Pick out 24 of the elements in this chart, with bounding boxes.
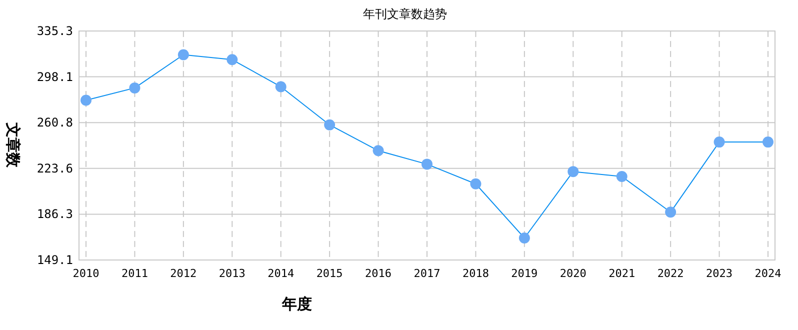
y-axis-title: 文章数 <box>4 122 22 168</box>
x-tick-label: 2012 <box>170 267 197 280</box>
x-tick-label: 2018 <box>462 267 489 280</box>
x-tick-label: 2014 <box>268 267 294 280</box>
y-tick-label: 186.3 <box>36 207 73 222</box>
x-tick-label: 2020 <box>560 267 586 280</box>
x-tick-label: 2022 <box>657 267 684 280</box>
y-tick-label: 298.1 <box>36 70 73 84</box>
x-tick-label: 2013 <box>218 267 246 280</box>
y-tick-label: 149.1 <box>36 253 73 267</box>
x-tick-label: 2023 <box>706 267 733 280</box>
x-tick-label: 2019 <box>511 267 538 280</box>
x-tick-label: 2011 <box>121 267 148 280</box>
x-tick-label: 2024 <box>754 267 782 280</box>
x-tick-label: 2015 <box>316 267 343 280</box>
x-tick-label: 2017 <box>414 267 440 280</box>
x-tick-label: 2016 <box>365 267 392 280</box>
y-tick-label: 260.8 <box>36 116 73 130</box>
y-tick-label: 335.3 <box>36 24 73 38</box>
x-tick-label: 2010 <box>72 267 100 280</box>
chart-title: 年刊文章数趋势 <box>363 7 447 21</box>
y-tick-label: 223.6 <box>36 161 73 176</box>
x-axis-title: 年度 <box>281 295 312 313</box>
x-tick-label: 2021 <box>608 267 636 280</box>
